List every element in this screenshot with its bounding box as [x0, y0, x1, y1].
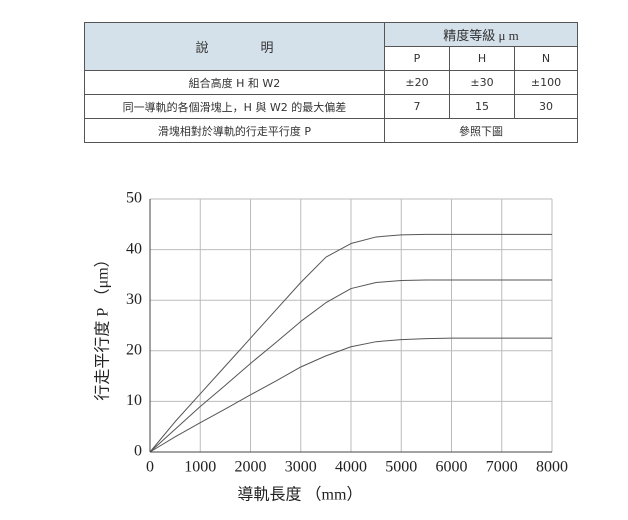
curve — [149, 233, 552, 453]
grade-cell: N — [514, 46, 578, 71]
grade-cell: H — [449, 46, 515, 71]
y-tick-label: 50 — [126, 190, 142, 207]
curve — [149, 337, 552, 453]
y-tick-label: 40 — [126, 240, 142, 257]
y-tick-label: 0 — [134, 443, 142, 460]
x-tick-label: 0 — [146, 459, 154, 476]
x-tick-label: 1000 — [184, 459, 216, 476]
y-tick-label: 10 — [126, 392, 142, 409]
x-axis-label: 導軌長度 （mm） — [238, 485, 363, 504]
x-tick-label: 8000 — [536, 459, 568, 476]
row-label: 同一導軌的各個滑塊上，H 與 W2 的最大偏差 — [84, 94, 385, 119]
spec-table: 說 明 精度等級 μ m P H N 組合高度 H 和 W2 ±20 ±30 ±… — [84, 22, 578, 143]
cell: 15 — [449, 94, 515, 119]
x-tick-label: 5000 — [385, 459, 417, 476]
header-cell: 說 明 — [84, 22, 385, 71]
y-tick-label: 20 — [126, 341, 142, 358]
x-tick-label: 3000 — [285, 459, 317, 476]
curve — [149, 279, 552, 453]
cell: 參照下圖 — [384, 118, 578, 143]
x-tick-label: 2000 — [235, 459, 267, 476]
x-tick-label: 4000 — [335, 459, 367, 476]
row-label: 組合高度 H 和 W2 — [84, 70, 385, 95]
x-tick-label: 6000 — [436, 459, 468, 476]
cell: 30 — [514, 94, 578, 119]
cell: ±100 — [514, 70, 578, 95]
row-label: 滑塊相對於導軌的行走平行度 P — [84, 118, 385, 143]
x-tick-label: 7000 — [486, 459, 518, 476]
y-tick-label: 30 — [126, 291, 142, 308]
grade-cell: P — [384, 46, 450, 71]
y-axis-label: 行走平行度 P （μm） — [94, 251, 112, 400]
cell: 7 — [384, 94, 450, 119]
